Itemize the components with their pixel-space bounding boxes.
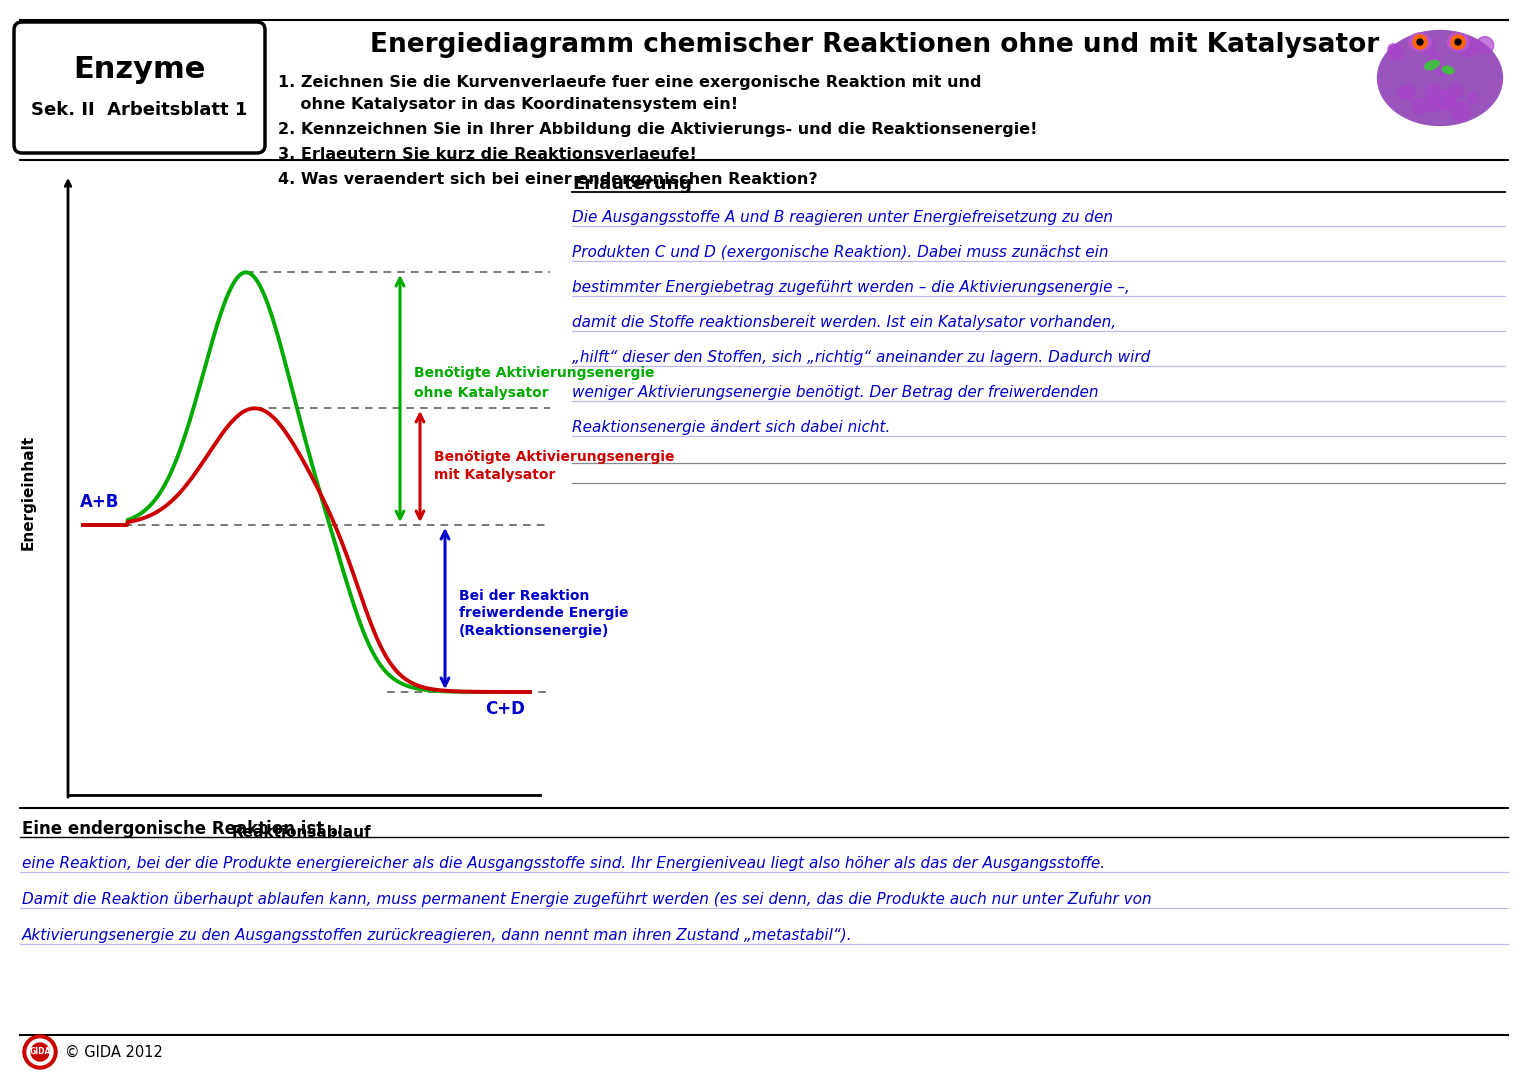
Text: ohne Katalysator: ohne Katalysator (414, 387, 549, 401)
Text: 4. Was veraendert sich bei einer endergonischen Reaktion?: 4. Was veraendert sich bei einer endergo… (278, 172, 817, 187)
Text: Energiediagramm chemischer Reaktionen ohne und mit Katalysator: Energiediagramm chemischer Reaktionen oh… (370, 32, 1380, 58)
Text: eine Reaktion, bei der die Produkte energiereicher als die Ausgangsstoffe sind. : eine Reaktion, bei der die Produkte ener… (21, 856, 1105, 870)
Circle shape (1398, 86, 1410, 98)
Text: „hilft“ dieser den Stoffen, sich „richtig“ aneinander zu lagern. Dadurch wird: „hilft“ dieser den Stoffen, sich „richti… (571, 350, 1151, 365)
Circle shape (1430, 53, 1441, 64)
Text: Produkten C und D (exergonische Reaktion). Dabei muss zunächst ein: Produkten C und D (exergonische Reaktion… (571, 245, 1108, 260)
Ellipse shape (1378, 30, 1502, 125)
Circle shape (1445, 97, 1455, 107)
Text: 2. Kennzeichnen Sie in Ihrer Abbildung die Aktivierungs- und die Reaktionsenergi: 2. Kennzeichnen Sie in Ihrer Abbildung d… (278, 122, 1038, 137)
Text: Reaktionsenergie ändert sich dabei nicht.: Reaktionsenergie ändert sich dabei nicht… (571, 420, 891, 435)
Text: damit die Stoffe reaktionsbereit werden. Ist ein Katalysator vorhanden,: damit die Stoffe reaktionsbereit werden.… (571, 315, 1115, 330)
Text: Damit die Reaktion überhaupt ablaufen kann, muss permanent Energie zugeführt wer: Damit die Reaktion überhaupt ablaufen ka… (21, 892, 1152, 907)
Circle shape (28, 1039, 53, 1065)
Circle shape (1416, 39, 1423, 45)
Text: © GIDA 2012: © GIDA 2012 (66, 1044, 163, 1059)
Text: Enzyme: Enzyme (73, 55, 205, 84)
Circle shape (1420, 38, 1436, 55)
Circle shape (1426, 85, 1441, 100)
Circle shape (23, 1035, 57, 1069)
Circle shape (1447, 97, 1455, 106)
Circle shape (1387, 44, 1400, 55)
Circle shape (1452, 102, 1470, 121)
Circle shape (1389, 44, 1403, 60)
Circle shape (1458, 38, 1478, 56)
Text: Die Ausgangsstoffe A und B reagieren unter Energiefreisetzung zu den: Die Ausgangsstoffe A und B reagieren unt… (571, 210, 1112, 225)
Text: Aktivierungsenergie zu den Ausgangsstoffen zurückreagieren, dann nennt man ihren: Aktivierungsenergie zu den Ausgangsstoff… (21, 928, 853, 943)
Circle shape (31, 1043, 49, 1061)
Text: (Reaktionsenergie): (Reaktionsenergie) (458, 623, 610, 637)
Text: Reaktionsablauf: Reaktionsablauf (232, 825, 371, 840)
Text: bestimmter Energiebetrag zugeführt werden – die Aktivierungsenergie –,: bestimmter Energiebetrag zugeführt werde… (571, 280, 1129, 295)
Text: mit Katalysator: mit Katalysator (434, 468, 555, 482)
Text: C+D: C+D (484, 700, 526, 718)
Circle shape (1401, 84, 1415, 99)
Text: Erläuterung: Erläuterung (571, 175, 692, 193)
Circle shape (1476, 37, 1494, 54)
Text: Benötigte Aktivierungsenergie: Benötigte Aktivierungsenergie (434, 449, 674, 463)
Ellipse shape (1409, 33, 1432, 51)
Circle shape (1455, 39, 1461, 45)
FancyBboxPatch shape (14, 22, 264, 153)
Text: Benötigte Aktivierungsenergie: Benötigte Aktivierungsenergie (414, 366, 654, 380)
Text: Sek. II  Arbeitsblatt 1: Sek. II Arbeitsblatt 1 (31, 102, 248, 119)
Text: 1. Zeichnen Sie die Kurvenverlaeufe fuer eine exergonische Reaktion mit und: 1. Zeichnen Sie die Kurvenverlaeufe fuer… (278, 75, 981, 90)
Circle shape (1427, 97, 1441, 111)
Text: A+B: A+B (79, 492, 119, 511)
Text: 3. Erlaeutern Sie kurz die Reaktionsverlaeufe!: 3. Erlaeutern Sie kurz die Reaktionsverl… (278, 147, 697, 162)
Circle shape (1412, 98, 1429, 114)
Text: freiwerdende Energie: freiwerdende Energie (458, 607, 628, 621)
Circle shape (1435, 91, 1455, 110)
Text: GIDA: GIDA (29, 1048, 50, 1056)
Text: Bei der Reaktion: Bei der Reaktion (458, 590, 590, 604)
Ellipse shape (1442, 66, 1453, 73)
Ellipse shape (1424, 60, 1439, 69)
Text: ohne Katalysator in das Koordinatensystem ein!: ohne Katalysator in das Koordinatensyste… (278, 97, 738, 112)
Text: weniger Aktivierungsenergie benötigt. Der Betrag der freiwerdenden: weniger Aktivierungsenergie benötigt. De… (571, 384, 1099, 400)
Text: Energieinhalt: Energieinhalt (20, 435, 35, 550)
Circle shape (1413, 35, 1427, 49)
Circle shape (1449, 84, 1464, 98)
Ellipse shape (1447, 33, 1468, 51)
Text: Eine endergonische Reaktion ist ...: Eine endergonische Reaktion ist ... (21, 820, 348, 838)
Circle shape (1452, 35, 1465, 49)
Circle shape (1438, 67, 1445, 76)
Circle shape (1468, 93, 1478, 104)
